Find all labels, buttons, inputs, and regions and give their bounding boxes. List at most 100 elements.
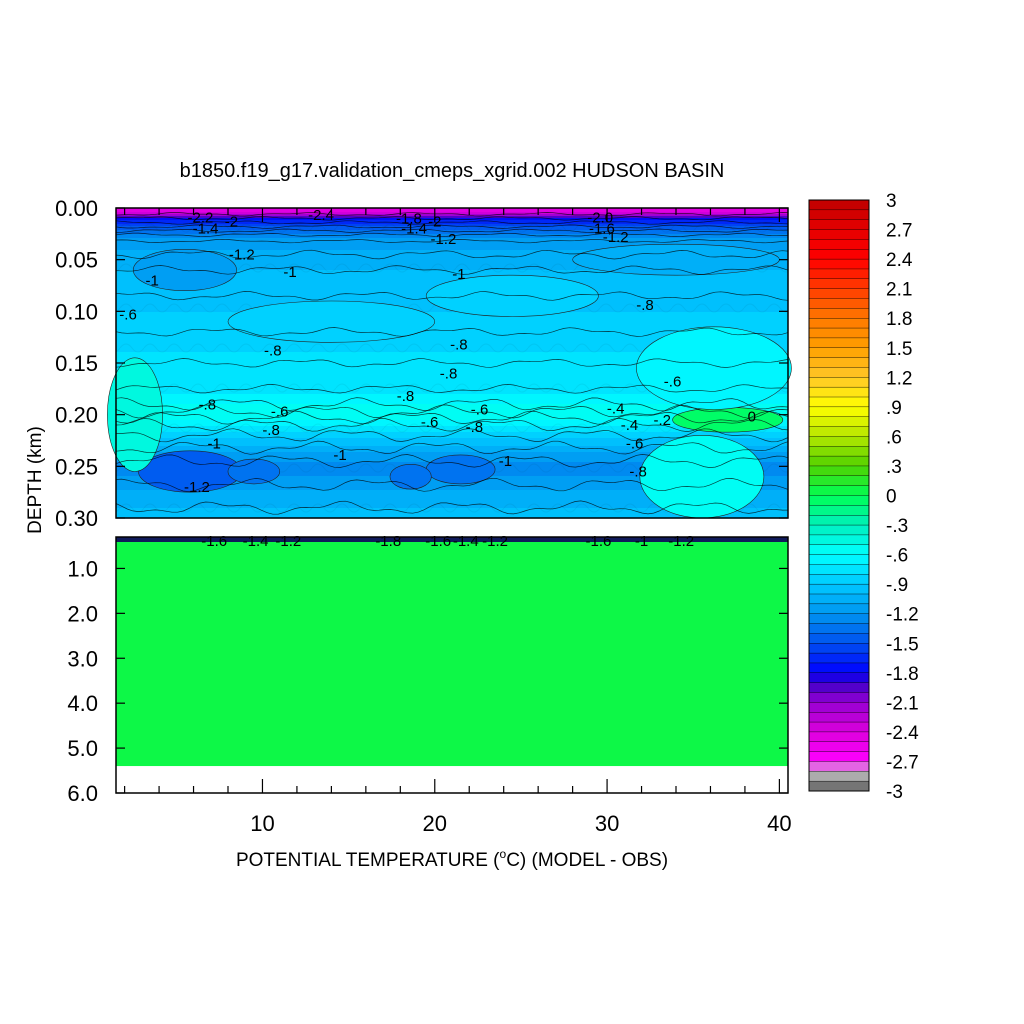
y-tick-label: 1.0 xyxy=(67,556,98,581)
colorbar-label: 1.5 xyxy=(886,339,912,360)
colorbar-box xyxy=(808,229,870,240)
colorbar-label: -.3 xyxy=(886,516,908,537)
colorbar-box xyxy=(808,515,870,526)
contour-label: -.8 xyxy=(397,388,415,405)
contour-label: -1 xyxy=(635,533,648,550)
colorbar-box xyxy=(808,583,870,595)
contour-label: -.8 xyxy=(466,419,484,436)
contour-label: -1.2 xyxy=(430,231,456,248)
contour-label: -1.6 xyxy=(586,533,612,550)
contour-line xyxy=(115,397,789,412)
colorbar-box xyxy=(808,258,870,270)
colorbar-label: -2.4 xyxy=(886,723,919,744)
field-feature xyxy=(132,249,237,291)
colorbar-box xyxy=(808,288,870,299)
contour-label: -2 xyxy=(225,213,238,230)
contour-label: -1.2 xyxy=(668,533,694,550)
colorbar-box xyxy=(808,692,870,703)
contour-line xyxy=(115,428,789,443)
lower-panel-frame xyxy=(115,536,789,794)
contour-label: -1 xyxy=(283,264,296,281)
y-tick-label: 6.0 xyxy=(67,781,98,806)
colorbar-box xyxy=(808,367,870,378)
contour-label: -.6 xyxy=(271,404,289,421)
upper-y-ticks: 0.00 0.05 0.10 0.15 0.20 0.25 0.30 xyxy=(55,196,788,531)
contour-label: -1.4 xyxy=(453,533,479,550)
lower-top-band xyxy=(116,537,788,542)
colorbar-box xyxy=(808,386,870,398)
contour-label: -.6 xyxy=(664,374,682,391)
colorbar-boxes xyxy=(808,199,870,792)
colorbar: 3 2.7 2.4 2.1 1.8 1.5 1.2 .9 .6 .3 0 -.3 -.6 -.9 -1.2 -… xyxy=(808,191,919,803)
y-tick-label: 0.30 xyxy=(55,506,98,531)
contour-line xyxy=(115,224,789,229)
contour-label: -1.2 xyxy=(482,533,508,550)
colorbar-box xyxy=(808,702,870,713)
colorbar-box xyxy=(808,239,870,250)
colorbar-box xyxy=(808,298,870,309)
contour-line xyxy=(115,220,789,225)
colorbar-box xyxy=(808,613,870,625)
colorbar-box xyxy=(808,357,870,368)
colorbar-label: 3 xyxy=(886,191,897,212)
colorbar-box xyxy=(808,524,870,536)
contour-line xyxy=(115,232,789,238)
colorbar-label: -1.2 xyxy=(886,605,919,626)
colorbar-label: -2.1 xyxy=(886,693,919,714)
contour-label: -1 xyxy=(499,453,512,470)
x-axis-ticks: 10 20 30 40 xyxy=(124,208,792,836)
colorbar-box xyxy=(808,219,870,231)
colorbar-label: -1.8 xyxy=(886,664,919,685)
colorbar-box xyxy=(808,771,870,782)
lower-panel: -1.6 -1.4 -1.2 -1.8 -1.6 -1.4 -1.2 -1.6 -1 -1.2 1… xyxy=(67,533,789,806)
contour-label: -.8 xyxy=(629,464,647,481)
contour-label: -1.2 xyxy=(229,247,255,264)
colorbar-box xyxy=(808,741,870,753)
contour-label: 0 xyxy=(748,409,756,426)
y-tick-label: 3.0 xyxy=(67,646,98,671)
colorbar-box xyxy=(808,446,870,457)
colorbar-label: 1.2 xyxy=(886,368,912,389)
x-axis-title: POTENTIAL TEMPERATURE (oC) (MODEL - OBS) xyxy=(236,847,668,871)
colorbar-labels: 3 2.7 2.4 2.1 1.8 1.5 1.2 .9 .6 .3 0 -.3 -.6 -.9 -1.2 -… xyxy=(886,191,919,803)
colorbar-label: 0 xyxy=(886,487,897,508)
y-tick-label: 0.05 xyxy=(55,248,98,273)
y-tick-label: 0.20 xyxy=(55,403,98,428)
contour-label: -1.6 xyxy=(425,533,451,550)
colorbar-label: .6 xyxy=(886,427,902,448)
x-tick-label: 10 xyxy=(250,811,274,836)
contour-line xyxy=(115,440,789,455)
contour-line xyxy=(115,228,789,233)
colorbar-box xyxy=(808,712,870,723)
colorbar-box xyxy=(808,377,870,388)
colorbar-box xyxy=(808,593,870,605)
colorbar-box xyxy=(808,564,870,575)
lower-y-ticks: 1.0 2.0 3.0 4.0 5.0 6.0 xyxy=(67,556,788,806)
colorbar-box xyxy=(808,495,870,506)
colorbar-box xyxy=(808,751,870,762)
colorbar-box xyxy=(808,436,870,447)
contour-label: -1 xyxy=(333,447,346,464)
contour-line xyxy=(115,358,789,368)
x-axis-title-suffix: C) (MODEL - OBS) xyxy=(506,850,668,871)
contour-label: -.8 xyxy=(636,297,654,314)
colorbar-box xyxy=(808,652,870,664)
contour-label: -1.4 xyxy=(193,221,219,238)
x-axis-title-prefix: POTENTIAL TEMPERATURE ( xyxy=(236,850,500,871)
field-feature xyxy=(107,357,163,472)
colorbar-label: -3 xyxy=(886,782,903,803)
contour-label: -.6 xyxy=(471,402,489,419)
contour-line xyxy=(115,291,789,301)
contour-label: -1 xyxy=(146,272,159,289)
contour-label: -1.2 xyxy=(603,229,629,246)
colorbar-box xyxy=(808,554,870,565)
colorbar-box xyxy=(808,643,870,654)
colorbar-box xyxy=(808,544,870,556)
contour-label: -1.6 xyxy=(201,533,227,550)
y-tick-label: 4.0 xyxy=(67,691,98,716)
colorbar-box xyxy=(808,347,870,359)
contour-label: -1 xyxy=(452,266,465,283)
contour-label: -1.2 xyxy=(184,479,210,496)
colorbar-box xyxy=(808,406,870,418)
contour-label: -.4 xyxy=(621,417,639,434)
